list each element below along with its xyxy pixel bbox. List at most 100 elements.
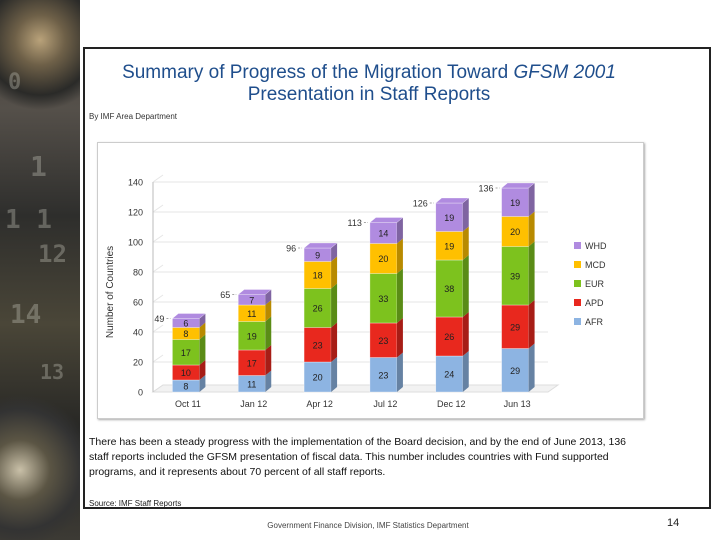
x-tick-label: Jan 12 bbox=[240, 399, 267, 409]
bar-segment-eur bbox=[303, 288, 332, 328]
bar-side-apd bbox=[199, 360, 206, 380]
bar-side-afr bbox=[199, 375, 206, 392]
decorative-side-banner: 0 1 1 1 12 14 13 bbox=[0, 0, 80, 540]
gridline-depth bbox=[152, 354, 164, 363]
legend-swatch-mcd bbox=[574, 261, 581, 268]
data-label: 29 bbox=[510, 322, 520, 332]
y-tick-label: 80 bbox=[133, 268, 143, 278]
bar-side-apd bbox=[396, 318, 403, 358]
bar-side-afr bbox=[462, 351, 469, 392]
bar-side-eur bbox=[265, 316, 272, 350]
source-note: Source: IMF Staff Reports bbox=[89, 499, 182, 508]
bar-side-mcd bbox=[528, 211, 535, 247]
bar-top bbox=[237, 289, 272, 295]
bar-top bbox=[435, 197, 470, 204]
total-label: 136 bbox=[479, 184, 494, 194]
byline: By IMF Area Department bbox=[89, 112, 178, 121]
bar-segment-eur bbox=[172, 339, 200, 366]
bar-top bbox=[500, 182, 536, 189]
bar-segment-eur bbox=[369, 273, 398, 324]
bar-segment-mcd bbox=[303, 261, 332, 289]
y-tick-label: 0 bbox=[138, 388, 143, 398]
data-label: 23 bbox=[313, 340, 323, 350]
bar-side-afr bbox=[528, 343, 535, 392]
data-label: 18 bbox=[313, 271, 323, 281]
y-tick-label: 140 bbox=[128, 178, 143, 188]
y-tick-label: 120 bbox=[128, 208, 143, 218]
bar-side-whd bbox=[528, 183, 535, 217]
bar-side-eur bbox=[462, 255, 469, 317]
bar-side-mcd bbox=[396, 238, 403, 274]
bar-segment-whd bbox=[501, 187, 529, 217]
total-label: 49 bbox=[154, 314, 164, 324]
legend-swatch-afr bbox=[574, 318, 581, 325]
y-axis-title: Number of Countries bbox=[105, 246, 116, 338]
bar-side-afr bbox=[396, 352, 403, 392]
bar-side-whd bbox=[462, 198, 469, 232]
data-label: 26 bbox=[313, 304, 323, 314]
gridline-depth bbox=[152, 174, 164, 183]
x-tick-label: Dec 12 bbox=[437, 399, 466, 409]
bar-side-eur bbox=[199, 334, 206, 365]
legend-label-apd: APD bbox=[585, 298, 604, 308]
data-label: 6 bbox=[183, 319, 188, 329]
legend-swatch-apd bbox=[574, 299, 581, 306]
total-label: 65 bbox=[220, 290, 230, 300]
data-label: 39 bbox=[510, 271, 520, 281]
gridline-depth bbox=[152, 204, 164, 213]
y-tick-label: 60 bbox=[133, 298, 143, 308]
data-label: 17 bbox=[181, 348, 191, 358]
legend-label-eur: EUR bbox=[585, 279, 605, 289]
x-tick-label: Oct 11 bbox=[175, 399, 201, 409]
gridline-depth bbox=[152, 234, 164, 243]
bar-top bbox=[369, 217, 404, 223]
bar-top bbox=[303, 242, 338, 249]
data-label: 10 bbox=[181, 368, 191, 378]
chart-canvas: 0 20 40 60 80 100 120 140 Number of Countries 8 10… bbox=[105, 174, 607, 409]
data-label: 23 bbox=[378, 370, 388, 380]
total-label: 113 bbox=[348, 218, 362, 228]
bar-segment-whd bbox=[435, 202, 464, 232]
data-label: 38 bbox=[444, 284, 454, 294]
data-label: 20 bbox=[313, 373, 323, 383]
bar-side-mcd bbox=[462, 226, 469, 260]
gridline-depth bbox=[152, 294, 164, 303]
bar-side-whd bbox=[199, 313, 206, 328]
bar-segment-afr bbox=[435, 355, 464, 393]
bar-segment-mcd bbox=[435, 231, 464, 261]
legend-swatch-whd bbox=[574, 242, 581, 249]
data-label: 9 bbox=[315, 250, 320, 260]
gridline-depth bbox=[152, 324, 164, 333]
bar-segment-afr bbox=[303, 361, 332, 393]
data-label: 17 bbox=[247, 358, 257, 368]
data-label: 14 bbox=[378, 229, 388, 239]
bar-segment-mcd bbox=[369, 243, 398, 274]
gridline-depth bbox=[152, 264, 164, 273]
bar-top bbox=[171, 313, 207, 319]
data-label: 19 bbox=[510, 198, 520, 208]
legend-label-afr: AFR bbox=[585, 317, 604, 327]
bar-side-eur bbox=[528, 241, 535, 305]
bar-side-whd bbox=[331, 243, 338, 262]
data-label: 23 bbox=[378, 336, 388, 346]
bar-side-apd bbox=[331, 322, 338, 362]
y-tick-label: 20 bbox=[133, 358, 143, 368]
footer-text: Government Finance Division, IMF Statist… bbox=[267, 521, 469, 530]
bar-segment-eur bbox=[237, 321, 266, 351]
data-label: 11 bbox=[247, 309, 256, 319]
bar-segment-apd bbox=[435, 316, 464, 357]
page-number: 14 bbox=[667, 517, 680, 529]
bar-side-whd bbox=[396, 217, 403, 244]
bar-side-afr bbox=[331, 357, 338, 392]
bar-segment-eur bbox=[435, 259, 464, 318]
data-label: 20 bbox=[378, 254, 388, 264]
data-label: 11 bbox=[247, 379, 256, 389]
bar-side-apd bbox=[528, 300, 535, 349]
data-label: 24 bbox=[444, 370, 454, 380]
data-label: 19 bbox=[444, 241, 454, 251]
bar-side-mcd bbox=[331, 256, 338, 289]
data-label: 8 bbox=[183, 382, 188, 392]
data-label: 29 bbox=[510, 366, 520, 376]
y-tick-label: 100 bbox=[128, 238, 143, 248]
bar-side-eur bbox=[396, 268, 403, 323]
